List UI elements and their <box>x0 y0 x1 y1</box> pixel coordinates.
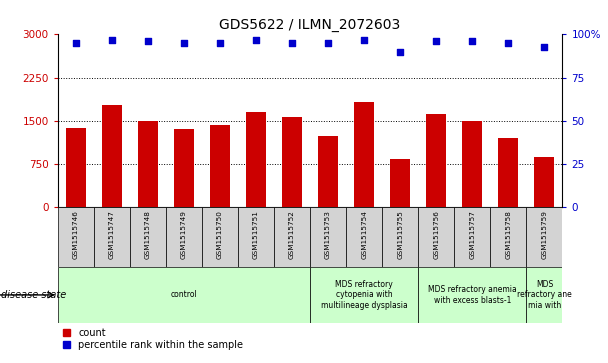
Bar <box>166 207 202 267</box>
Bar <box>174 129 194 207</box>
Point <box>503 40 513 46</box>
Point <box>251 37 261 42</box>
Bar <box>462 121 482 207</box>
Point <box>179 40 188 46</box>
Bar <box>527 207 562 267</box>
Point <box>431 38 441 44</box>
Text: GSM1515750: GSM1515750 <box>217 210 223 259</box>
Text: control: control <box>171 290 197 299</box>
Bar <box>58 207 94 267</box>
Bar <box>426 114 446 207</box>
Text: MDS
refractory ane
mia with: MDS refractory ane mia with <box>517 280 572 310</box>
Bar <box>238 207 274 267</box>
Bar <box>202 207 238 267</box>
Bar <box>246 112 266 207</box>
Bar <box>318 136 338 207</box>
Text: GSM1515755: GSM1515755 <box>397 210 403 259</box>
Text: GSM1515757: GSM1515757 <box>469 210 475 259</box>
Bar <box>138 121 158 207</box>
Point <box>468 38 477 44</box>
Title: GDS5622 / ILMN_2072603: GDS5622 / ILMN_2072603 <box>219 18 401 32</box>
Bar <box>102 105 122 207</box>
Text: GSM1515747: GSM1515747 <box>109 210 115 259</box>
Point <box>539 44 549 49</box>
Point <box>143 38 153 44</box>
Text: GSM1515752: GSM1515752 <box>289 210 295 259</box>
Bar <box>354 102 374 207</box>
Text: GSM1515751: GSM1515751 <box>253 210 259 259</box>
Text: GSM1515749: GSM1515749 <box>181 210 187 259</box>
Bar <box>210 125 230 207</box>
Text: GSM1515754: GSM1515754 <box>361 210 367 259</box>
Bar <box>418 267 527 323</box>
Bar <box>499 138 518 207</box>
Text: GSM1515746: GSM1515746 <box>73 210 79 259</box>
Text: GSM1515758: GSM1515758 <box>505 210 511 259</box>
Text: MDS refractory
cytopenia with
multilineage dysplasia: MDS refractory cytopenia with multilinea… <box>321 280 407 310</box>
Bar <box>382 207 418 267</box>
Bar <box>490 207 527 267</box>
Point <box>395 49 405 54</box>
Point <box>71 40 81 46</box>
Bar <box>130 207 166 267</box>
Point <box>323 40 333 46</box>
Text: MDS refractory anemia
with excess blasts-1: MDS refractory anemia with excess blasts… <box>428 285 517 305</box>
Bar <box>527 267 562 323</box>
Point <box>215 40 225 46</box>
Point <box>107 37 117 42</box>
Bar <box>310 207 346 267</box>
Bar <box>58 267 310 323</box>
Bar <box>66 127 86 207</box>
Bar <box>94 207 130 267</box>
Bar <box>310 267 418 323</box>
Text: GSM1515756: GSM1515756 <box>434 210 439 259</box>
Text: GSM1515748: GSM1515748 <box>145 210 151 259</box>
Bar <box>454 207 490 267</box>
Bar <box>418 207 454 267</box>
Point <box>359 37 369 42</box>
Text: disease state: disease state <box>1 290 66 300</box>
Text: GSM1515753: GSM1515753 <box>325 210 331 259</box>
Bar <box>274 207 310 267</box>
Legend: count, percentile rank within the sample: count, percentile rank within the sample <box>63 328 243 350</box>
Bar <box>346 207 382 267</box>
Text: GSM1515759: GSM1515759 <box>541 210 547 259</box>
Bar <box>282 117 302 207</box>
Bar <box>390 159 410 207</box>
Point <box>287 40 297 46</box>
Bar <box>534 157 554 207</box>
